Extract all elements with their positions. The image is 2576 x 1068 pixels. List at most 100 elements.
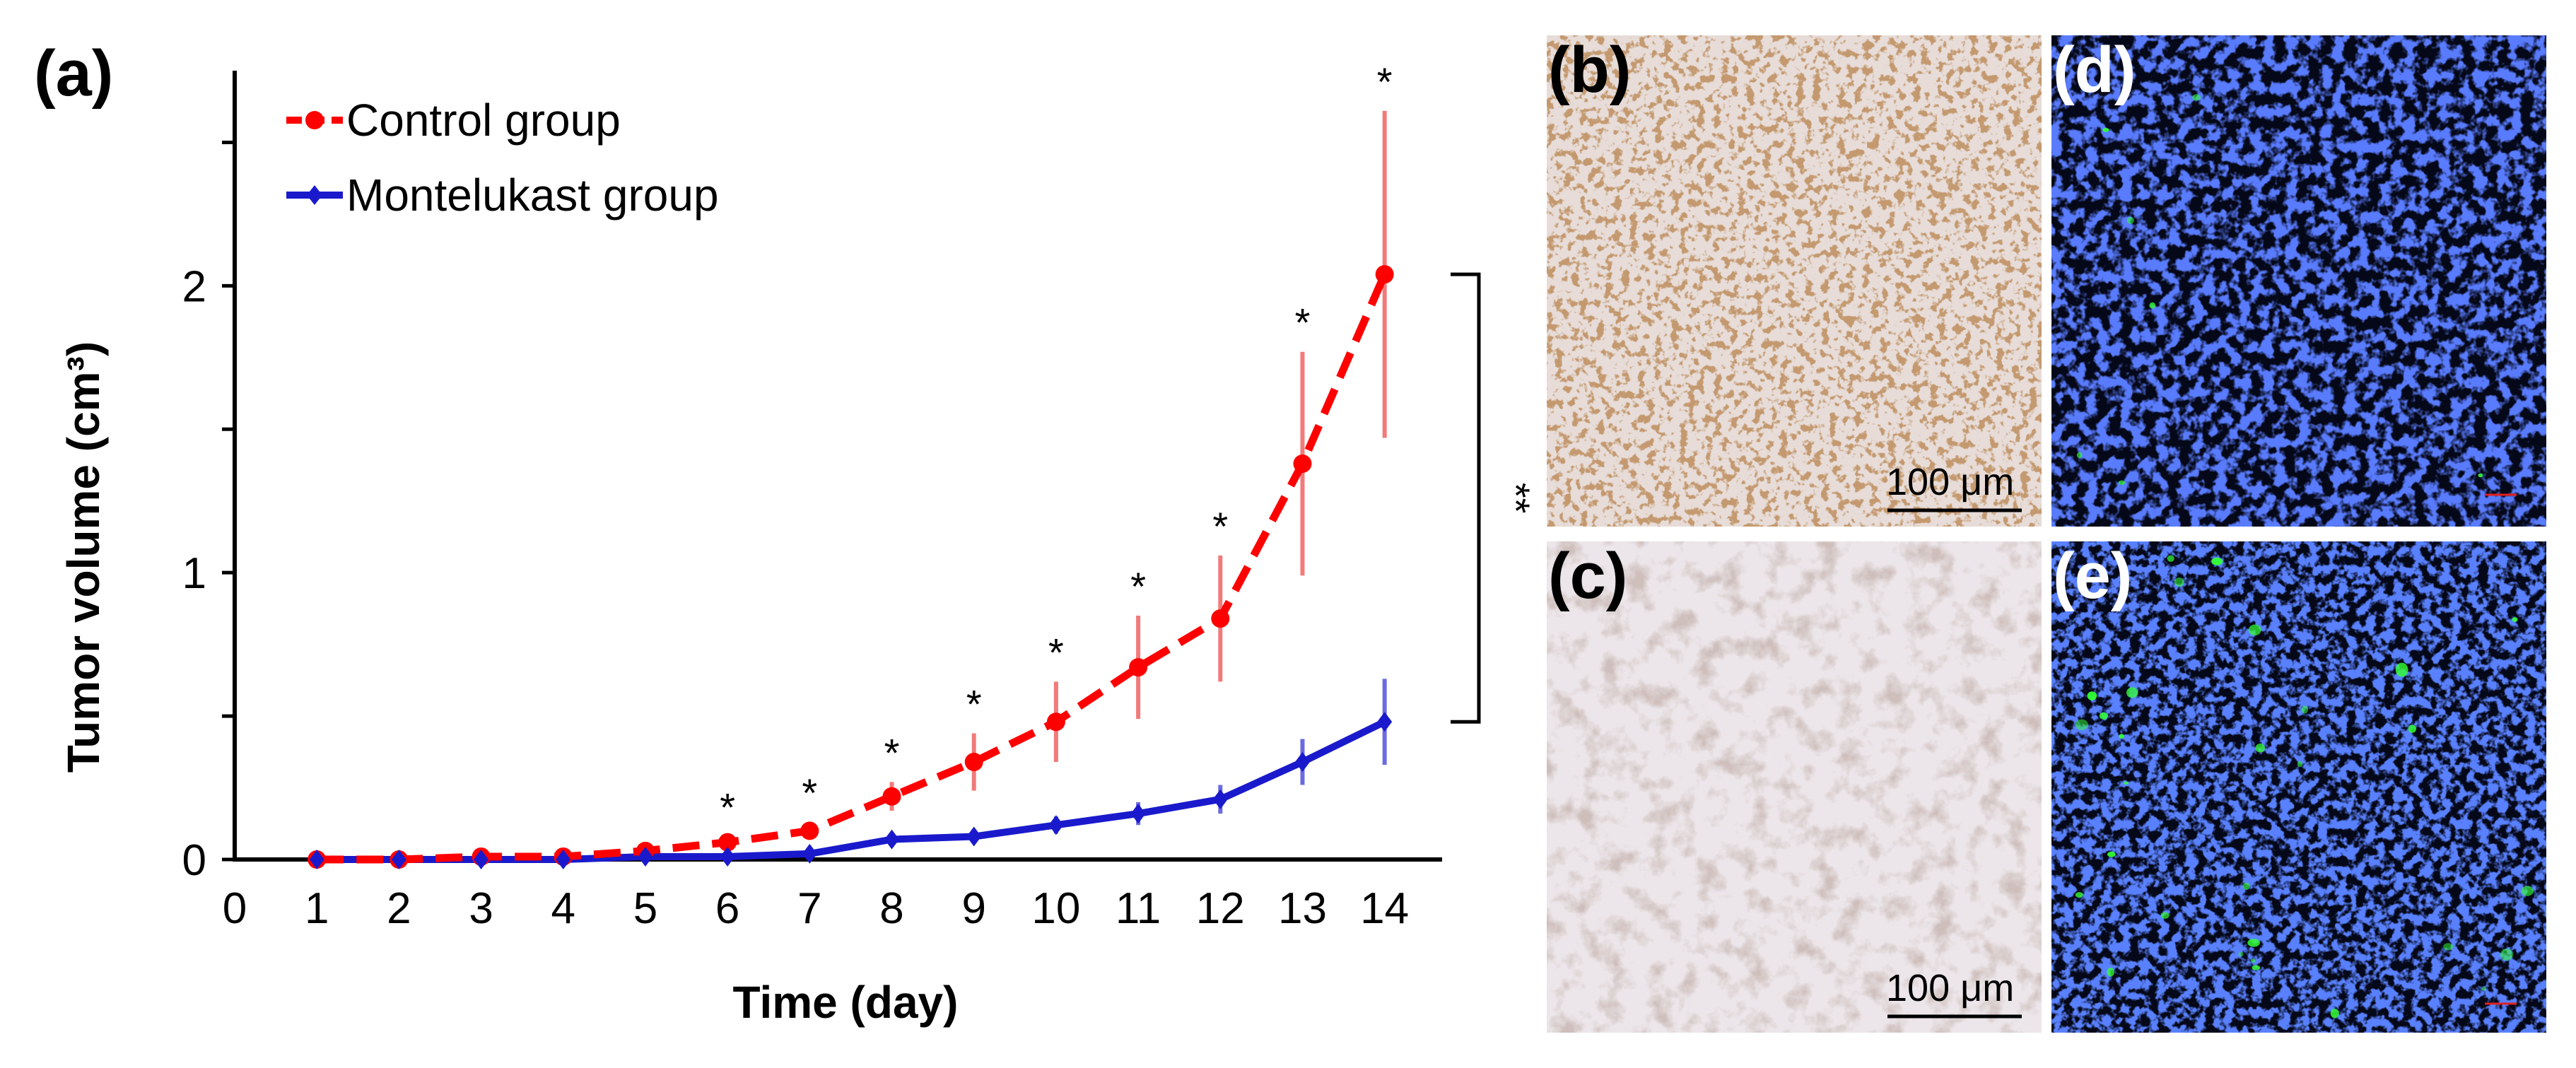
micrograph-c-texture	[1547, 541, 2042, 1033]
data-point-montelukast	[1048, 815, 1064, 835]
green-cell	[2443, 943, 2454, 951]
series-line-montelukast	[317, 718, 1386, 863]
green-cell	[2238, 951, 2244, 957]
x-axis-title: Time (day)	[733, 977, 959, 1028]
data-point-control	[1293, 454, 1312, 473]
x-tick-label: 2	[387, 884, 411, 933]
y-tick-label: 0	[182, 836, 206, 885]
green-cell	[2301, 705, 2308, 714]
significance-star: *	[720, 785, 735, 830]
x-tick-label: 8	[879, 884, 903, 933]
x-tick-label: 13	[1278, 884, 1327, 933]
scale-label-b: 100 μm	[1886, 461, 2014, 503]
green-cell	[2255, 744, 2266, 753]
data-point-control	[882, 787, 901, 806]
micrograph-e-texture	[2051, 541, 2546, 1033]
x-tick-label: 10	[1031, 884, 1080, 933]
series-line-control	[317, 272, 1388, 864]
green-cell	[2075, 892, 2083, 898]
significance-bracket	[1451, 272, 1481, 724]
data-point-montelukast	[802, 843, 817, 864]
green-cells-e	[2075, 555, 2534, 1019]
data-point-montelukast	[391, 850, 406, 869]
data-point-montelukast	[720, 846, 735, 867]
y-tick-label: 2	[182, 262, 206, 311]
significance-star: *	[884, 730, 900, 775]
green-cell	[2075, 719, 2088, 730]
legend-marker-control	[305, 111, 324, 129]
green-cell	[2102, 128, 2109, 132]
green-cell	[2330, 1009, 2339, 1019]
panel-label-d: (d)	[2053, 34, 2136, 106]
data-point-control	[718, 833, 737, 852]
green-cell	[2481, 987, 2486, 991]
green-cell	[2408, 724, 2417, 733]
green-cell	[2174, 577, 2184, 587]
data-point-montelukast	[474, 850, 489, 869]
green-cell	[2126, 216, 2134, 224]
x-tick-label: 7	[797, 884, 821, 933]
micrograph-d-texture	[2051, 35, 2546, 527]
significance-star: *	[1295, 300, 1311, 345]
data-point-control	[1046, 712, 1065, 732]
green-cell	[2242, 882, 2250, 890]
panel-label-a: (a)	[34, 37, 113, 110]
micrograph-c: (c) 100 μm	[1547, 540, 2042, 1033]
y-tick-label: 1	[182, 549, 206, 598]
x-tick-label: 14	[1360, 884, 1409, 933]
data-point-montelukast	[638, 846, 653, 867]
data-point-montelukast	[966, 826, 982, 847]
micrograph-d: (d)	[2051, 34, 2546, 527]
legend-marker-montelukast	[307, 185, 322, 205]
data-point-montelukast	[1130, 804, 1146, 824]
micrograph-b: (b) 100 μm	[1547, 34, 2042, 527]
significance-star: *	[1212, 504, 1228, 548]
green-cell	[2107, 968, 2114, 977]
green-cell	[2124, 781, 2129, 785]
green-cell	[2521, 886, 2534, 896]
green-cell	[2076, 452, 2083, 459]
green-cell	[2087, 691, 2097, 700]
green-cell	[2478, 473, 2483, 478]
legend-label: Montelukast group	[346, 170, 719, 221]
x-tick-label: 4	[551, 884, 575, 933]
green-cell	[2099, 712, 2108, 720]
green-cell	[2167, 555, 2174, 562]
green-cell	[2192, 94, 2201, 101]
legend-label: Control group	[346, 95, 621, 146]
green-cell	[2247, 939, 2260, 947]
x-tick-label: 0	[223, 884, 247, 933]
data-point-montelukast	[1212, 789, 1228, 809]
green-cell	[2512, 617, 2518, 622]
green-cells-d	[2076, 94, 2483, 486]
x-tick-label: 3	[469, 884, 493, 933]
green-cell	[2118, 480, 2126, 486]
data-point-montelukast	[1377, 712, 1393, 732]
panel-label-b: (b)	[1548, 34, 1631, 106]
bracket-significance-mark: **	[1494, 483, 1538, 514]
green-cell	[2107, 851, 2116, 857]
green-cell	[2500, 949, 2513, 961]
green-cell	[2119, 734, 2124, 739]
x-tick-label: 9	[961, 884, 985, 933]
green-cell	[2250, 958, 2256, 963]
data-point-montelukast	[556, 850, 571, 869]
x-tick-label: 11	[1116, 884, 1161, 933]
green-cell	[2297, 761, 2302, 768]
x-tick-label: 6	[715, 884, 739, 933]
significance-star: *	[1130, 564, 1146, 609]
significance-star: *	[1377, 59, 1393, 104]
significance-star: *	[966, 681, 982, 726]
x-tick-label: 5	[633, 884, 657, 933]
green-cell	[2395, 662, 2408, 677]
data-point-montelukast	[884, 829, 900, 850]
green-cell	[2248, 624, 2261, 635]
data-point-control	[964, 753, 983, 772]
significance-star: *	[1048, 630, 1064, 674]
panel-label-c: (c)	[1548, 540, 1627, 612]
micrograph-e: (e)	[2051, 540, 2546, 1033]
green-cell	[2149, 302, 2156, 309]
green-cell	[2160, 912, 2170, 919]
